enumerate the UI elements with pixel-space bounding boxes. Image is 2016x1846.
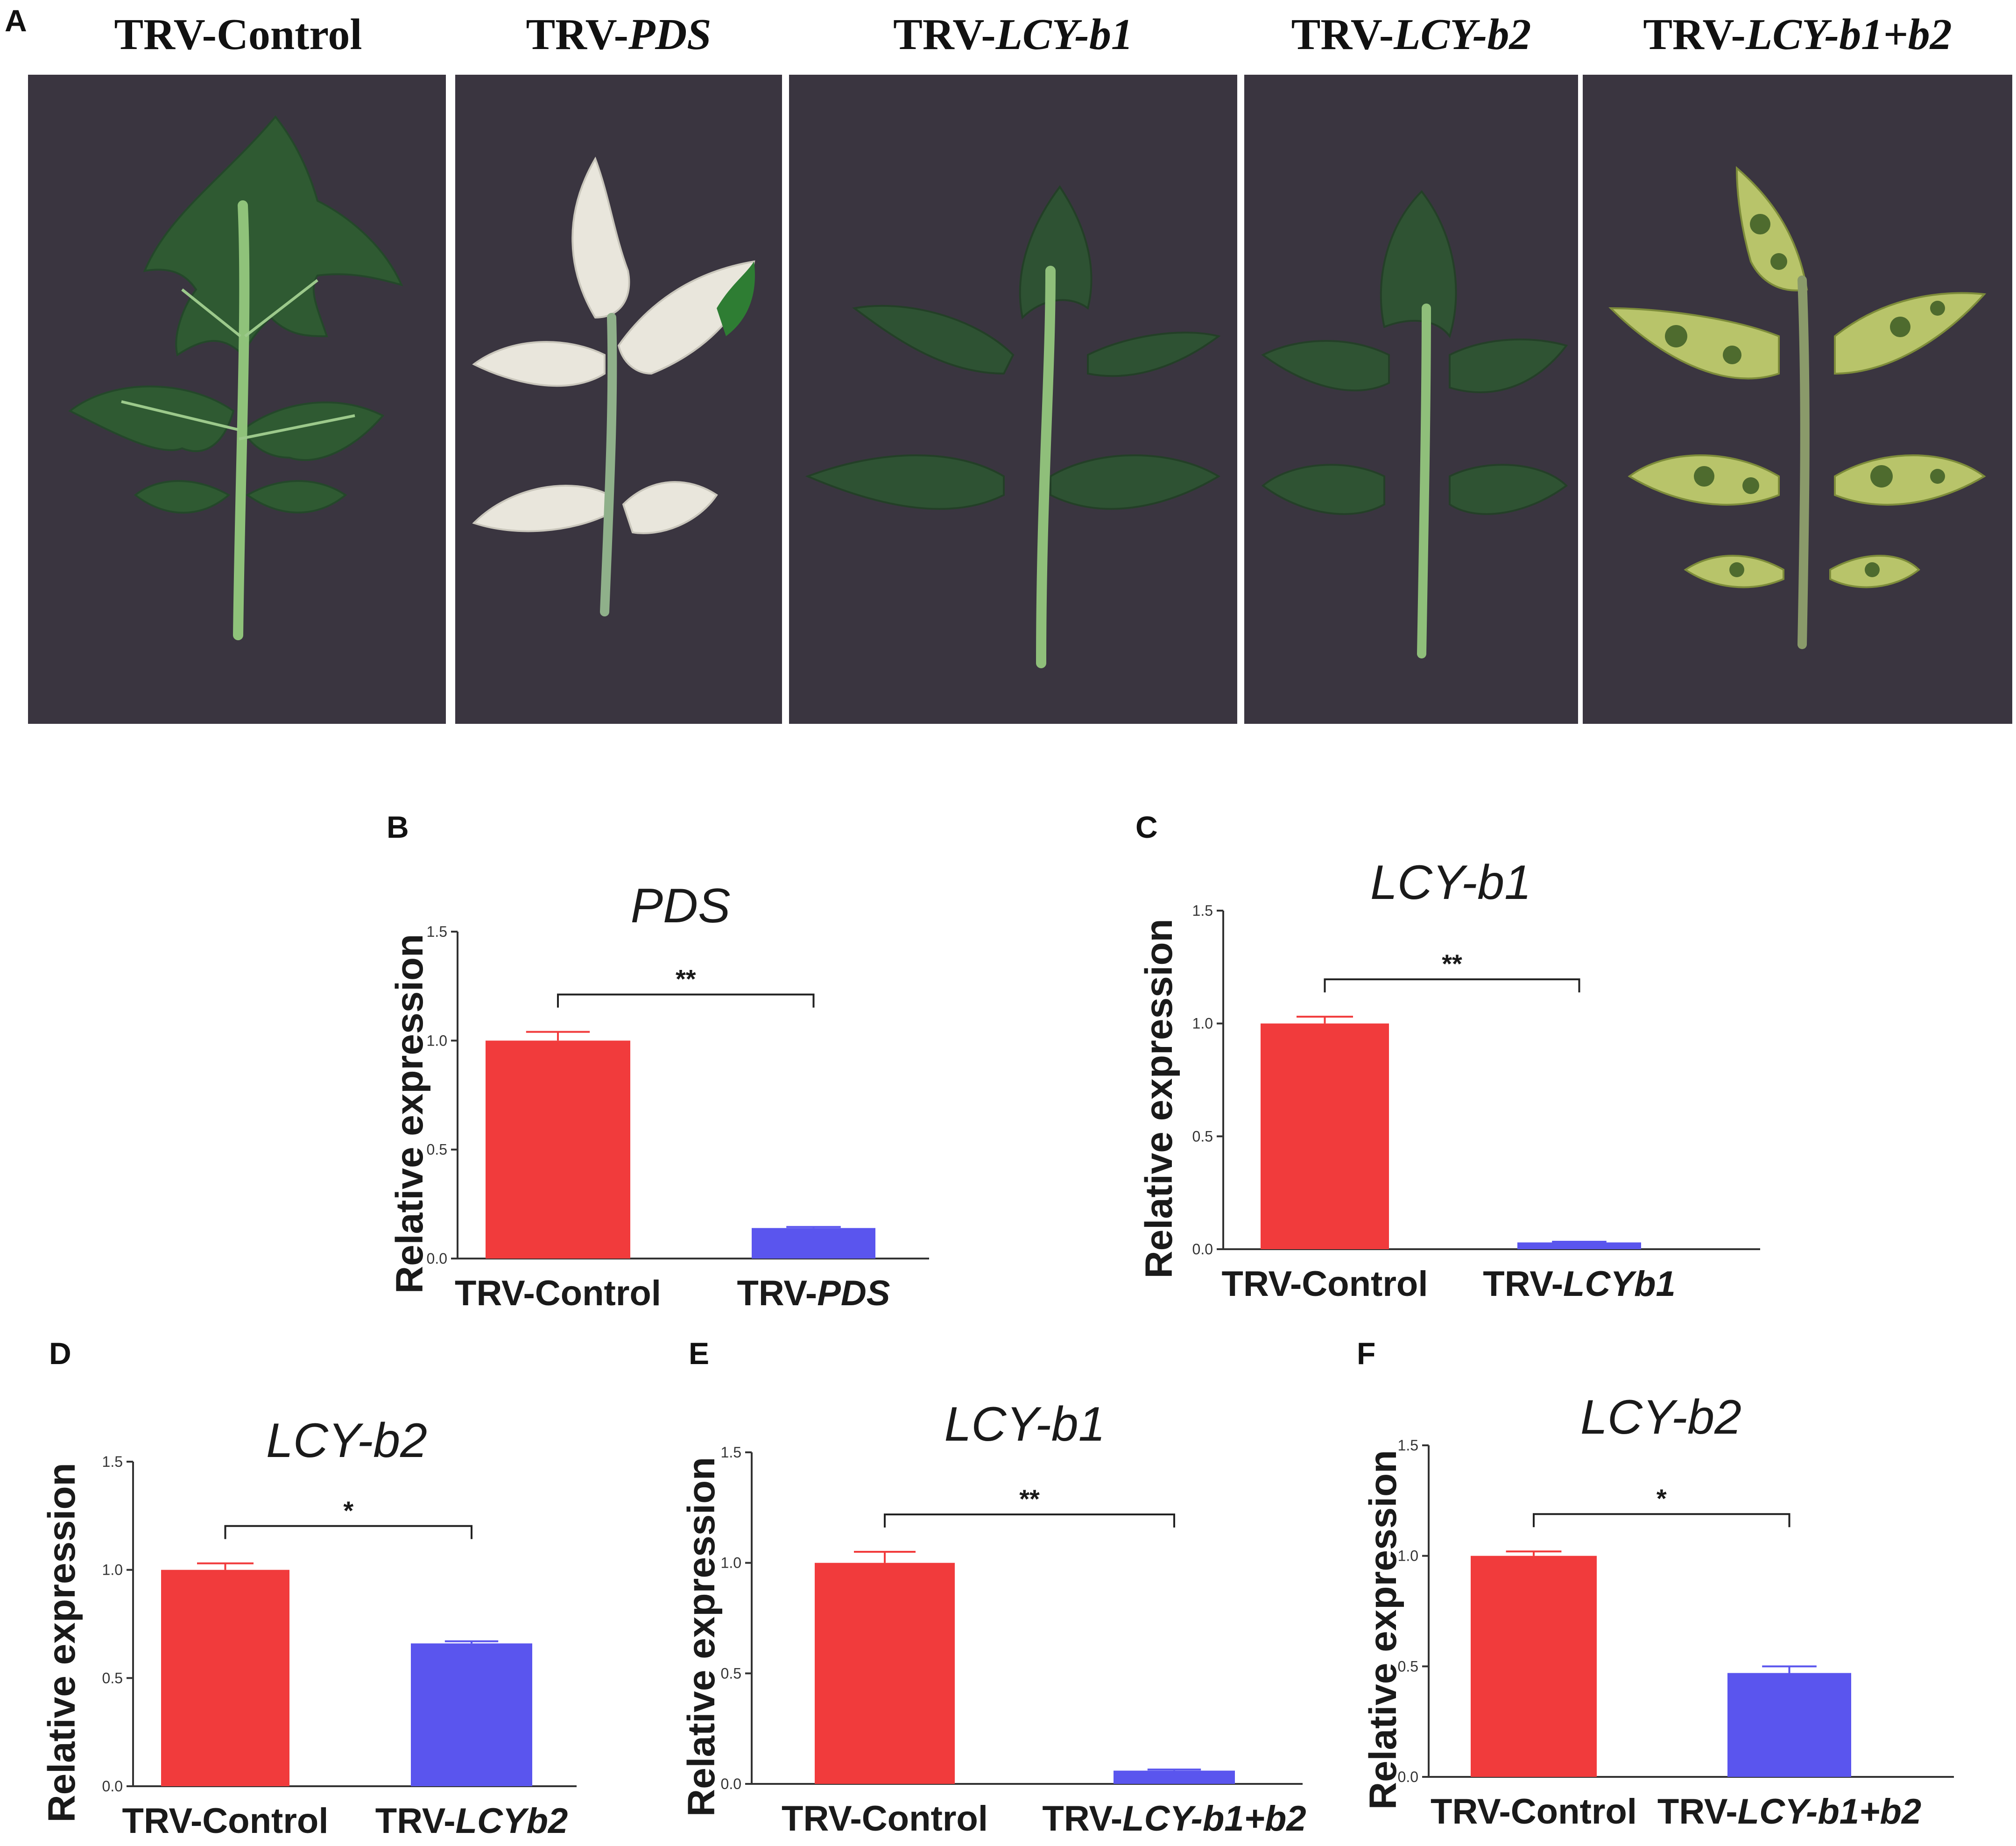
leaf-photo-control (28, 75, 446, 724)
significance-bracket (884, 1514, 1175, 1528)
panel-label-c: C (1135, 810, 1158, 844)
significance-marker: * (1657, 1484, 1667, 1513)
leaf-photo-pds (455, 75, 782, 724)
y-tick-label: 0.0 (1192, 1241, 1213, 1258)
y-tick-label: 0.0 (102, 1778, 123, 1795)
significance-marker: ** (1442, 949, 1462, 978)
bar-control (161, 1570, 289, 1786)
bar-silenced (1517, 1242, 1641, 1249)
photo-title-pds: TRV- PDS (526, 10, 712, 59)
category-label-silenced: TRV-LCYb1 (1483, 1264, 1675, 1304)
category-label-control: TRV-Control (455, 1273, 661, 1313)
significance-bracket (224, 1525, 472, 1539)
panel-label-d: D (49, 1336, 71, 1371)
photo-title-lcyb1b2: TRV- LCY-b1+b2 (1643, 10, 1952, 59)
leaf-photo-lcyb1b2 (1583, 75, 2012, 724)
significance-marker: ** (676, 964, 696, 994)
y-tick-label: 1.0 (427, 1032, 447, 1049)
y-tick-label: 0.5 (1192, 1128, 1213, 1145)
y-tick-label: 1.0 (721, 1555, 741, 1571)
y-tick-label: 0.0 (427, 1250, 447, 1267)
panel-label-f: F (1357, 1336, 1376, 1371)
bar-control (1471, 1556, 1597, 1777)
category-label-silenced: TRV-LCY-b1+b2 (1042, 1799, 1306, 1839)
y-tick-label: 1.5 (102, 1453, 123, 1470)
y-tick-label: 0.5 (721, 1665, 741, 1682)
category-label-silenced: TRV-LCYb2 (375, 1801, 568, 1841)
y-tick-label: 0.0 (721, 1775, 741, 1792)
leaf-photo-lcyb2 (1244, 75, 1578, 724)
bar-silenced (1114, 1770, 1235, 1784)
chart-title: LCY-b2 (266, 1414, 427, 1468)
photo-title-control: TRV- Control (114, 10, 362, 59)
category-label-control: TRV-Control (1222, 1264, 1428, 1304)
bar-control (486, 1040, 630, 1259)
significance-bracket (557, 993, 815, 1008)
photo-title-lcyb2: TRV- LCY-b2 (1291, 10, 1531, 59)
y-tick-label: 0.5 (1398, 1658, 1418, 1675)
y-tick-label: 1.0 (102, 1562, 123, 1578)
leaf-photo-lcyb1 (789, 75, 1237, 724)
y-axis-label: Relative expression (680, 1457, 723, 1817)
bar-silenced (752, 1228, 875, 1259)
significance-marker: ** (1019, 1484, 1040, 1514)
y-axis-label: Relative expression (41, 1463, 83, 1822)
y-tick-label: 0.0 (1398, 1768, 1418, 1785)
panel-label-a: A (5, 3, 27, 38)
y-tick-label: 0.5 (102, 1669, 123, 1686)
category-label-silenced: TRV-PDS (737, 1273, 890, 1313)
y-tick-label: 1.5 (427, 923, 447, 940)
bar-silenced (411, 1643, 532, 1786)
category-label-control: TRV-Control (782, 1799, 988, 1839)
y-tick-label: 1.0 (1192, 1015, 1213, 1032)
y-tick-label: 1.0 (1398, 1548, 1418, 1564)
bar-control (815, 1563, 955, 1784)
y-axis-label: Relative expression (1362, 1450, 1404, 1810)
y-tick-label: 0.5 (427, 1141, 447, 1158)
significance-marker: * (343, 1496, 353, 1525)
chart-title: PDS (631, 879, 731, 933)
significance-bracket (1533, 1513, 1790, 1528)
photo-title-lcyb1: TRV- LCY-b1 (893, 10, 1133, 59)
panel-label-e: E (689, 1336, 710, 1371)
bar-control (1261, 1023, 1389, 1249)
chart-title: LCY-b1 (1370, 856, 1531, 910)
y-tick-label: 1.5 (721, 1444, 741, 1461)
y-axis-label: Relative expression (388, 934, 431, 1294)
category-label-silenced: TRV-LCY-b1+b2 (1657, 1792, 1921, 1832)
significance-bracket (1324, 978, 1580, 993)
y-tick-label: 1.5 (1398, 1437, 1418, 1454)
chart-title: LCY-b1 (945, 1397, 1106, 1451)
panel-label-b: B (387, 810, 409, 844)
category-label-control: TRV-Control (1431, 1792, 1637, 1832)
y-tick-label: 1.5 (1192, 902, 1213, 919)
bar-silenced (1727, 1673, 1851, 1777)
y-axis-label: Relative expression (1138, 919, 1180, 1278)
chart-title: LCY-b2 (1580, 1390, 1741, 1444)
category-label-control: TRV-Control (122, 1801, 329, 1841)
